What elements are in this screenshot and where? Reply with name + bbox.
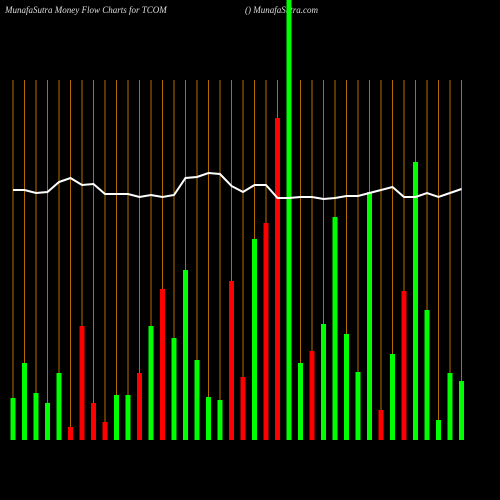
bar (321, 324, 326, 440)
bar (171, 338, 177, 440)
bar (240, 377, 246, 440)
bar (217, 400, 223, 440)
bar (68, 427, 73, 440)
bar (45, 403, 50, 440)
bar (367, 192, 372, 440)
bar (413, 162, 418, 440)
bar (263, 223, 269, 440)
bar (102, 422, 108, 440)
bar (436, 420, 441, 440)
bar (79, 326, 85, 440)
bar (183, 270, 188, 440)
bar (160, 289, 165, 440)
bar (390, 354, 395, 440)
money-flow-line (13, 171, 462, 201)
bar (252, 239, 257, 440)
bar (91, 403, 96, 440)
bar (344, 334, 349, 440)
bar (275, 118, 280, 440)
bar (194, 360, 200, 440)
bar (22, 363, 27, 440)
bar (447, 373, 453, 440)
bar (137, 373, 142, 440)
bar (424, 310, 430, 440)
chart-subtitle: () MunafaSutra.com (245, 5, 318, 15)
bar (33, 393, 39, 440)
bar (10, 398, 16, 440)
bar (459, 381, 464, 440)
bar (309, 351, 315, 440)
bar (229, 281, 234, 440)
bar (401, 291, 407, 440)
bar (332, 217, 338, 440)
bar (298, 363, 303, 440)
bar (114, 395, 119, 440)
chart-title: MunafaSutra Money Flow Charts for TCOM (4, 5, 167, 15)
bar (148, 326, 154, 440)
bar (125, 395, 131, 440)
bar (286, 0, 292, 440)
bar (355, 372, 361, 440)
bar (56, 373, 62, 440)
bar (206, 397, 211, 440)
bar (378, 410, 384, 440)
